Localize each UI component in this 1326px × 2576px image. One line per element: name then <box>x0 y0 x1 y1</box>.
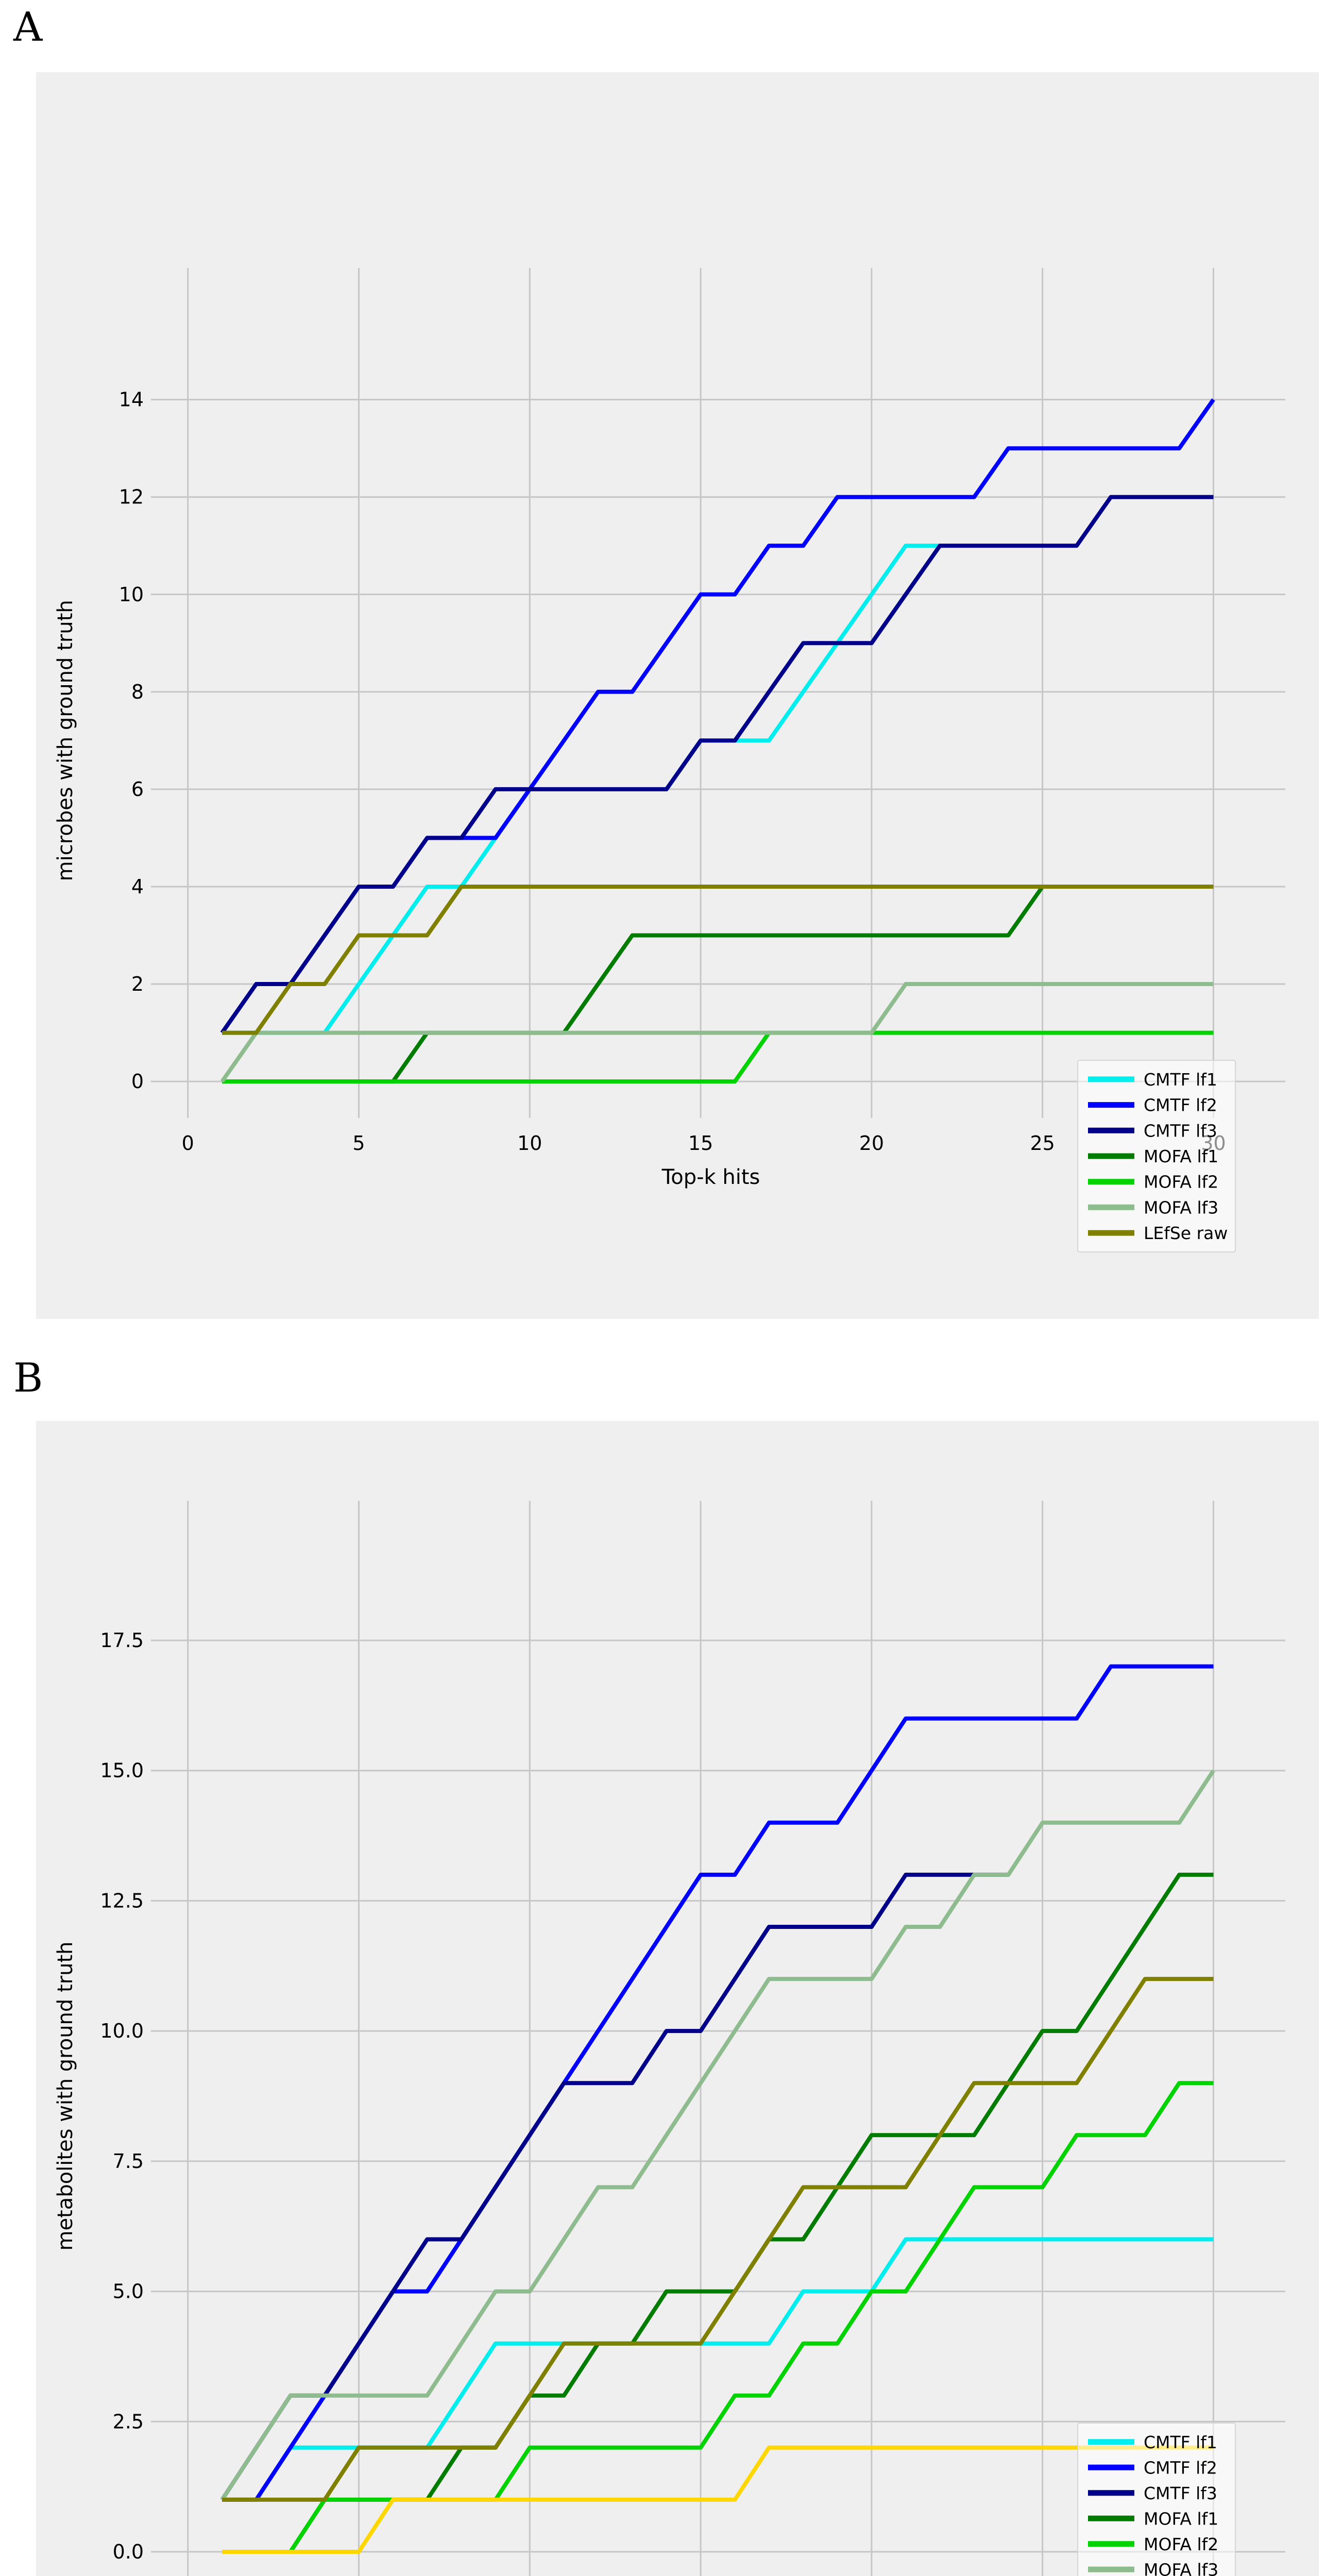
legend-item: MOFA lf3 <box>1088 2560 1218 2576</box>
legend-item: LEfSe raw <box>1088 1223 1228 1243</box>
y-tick-label: 15.0 <box>100 1759 144 1782</box>
series-line-cmtf-lf3 <box>220 1872 1009 2501</box>
legend-item: CMTF lf3 <box>1088 2483 1217 2503</box>
legend-box <box>1077 2422 1236 2576</box>
x-tick-label: 25 <box>1030 1132 1055 1155</box>
y-tick-label: 14 <box>119 388 144 411</box>
y-tick-label: 17.5 <box>100 1629 144 1652</box>
legend-item: MOFA lf2 <box>1088 1172 1218 1192</box>
series-line-mofa-lf3 <box>220 982 1214 1083</box>
y-tick-label: 2 <box>131 973 144 995</box>
series-line-lefse-clr <box>222 2445 1214 2554</box>
x-tick-label: 10 <box>517 1132 542 1155</box>
legend-item: CMTF lf3 <box>1088 1121 1217 1141</box>
y-tick-label: 8 <box>131 681 144 703</box>
legend: CMTF lf1 CMTF lf2 CMTF lf3 MOFA lf1 MOFA lf2… <box>1077 1060 1236 1252</box>
y-axis-label: microbes with ground truth <box>54 600 77 881</box>
series-line-cmtf-lf3 <box>220 495 1214 1034</box>
series-line-mofa-lf3 <box>220 1769 1215 2501</box>
series-line-cmtf-lf2 <box>220 398 1215 1034</box>
legend-label: LEfSe raw <box>1144 1223 1228 1243</box>
series-lines <box>220 398 1215 1084</box>
legend-label: CMTF lf3 <box>1144 2483 1217 2503</box>
x-tick-label: 15 <box>688 1132 713 1155</box>
series-line-lefse-raw <box>222 885 1214 1035</box>
legend-label: MOFA lf1 <box>1144 2509 1218 2529</box>
y-tick-label: 5.0 <box>113 2280 144 2303</box>
legend-item: MOFA lf1 <box>1088 1146 1218 1166</box>
y-tick-label: 6 <box>131 778 144 801</box>
y-axis-label: metabolites with ground truth <box>54 1941 77 2250</box>
legend-item: CMTF lf1 <box>1088 1070 1217 1090</box>
y-tick-label: 2.5 <box>113 2410 144 2433</box>
gridlines <box>151 1501 1285 2576</box>
gridlines <box>151 268 1285 1118</box>
y-tick-label: 12.5 <box>100 1889 144 1912</box>
legend-label: CMTF lf1 <box>1144 2432 1217 2452</box>
legend-label: CMTF lf3 <box>1144 1121 1217 1141</box>
tick-labels: 05101520253002468101214 <box>119 388 1226 1155</box>
series-line-cmtf-lf1 <box>222 2237 1214 2502</box>
x-axis-label: Top-k hits <box>661 1165 760 1189</box>
y-tick-label: 0.0 <box>113 2540 144 2563</box>
y-tick-label: 7.5 <box>113 2150 144 2173</box>
legend-item: MOFA lf1 <box>1088 2509 1218 2529</box>
y-tick-label: 10 <box>119 583 144 606</box>
x-tick-label: 0 <box>182 1132 194 1155</box>
series-line-mofa-lf2 <box>222 1030 1214 1084</box>
legend-item: CMTF lf2 <box>1088 1095 1217 1115</box>
tick-labels: 0510152025300.02.55.07.510.012.515.017.5 <box>100 1629 144 2563</box>
legend-label: MOFA lf2 <box>1144 2534 1218 2554</box>
legend-label: MOFA lf3 <box>1144 1197 1218 1217</box>
legend-item: CMTF lf2 <box>1088 2458 1217 2478</box>
panel-b-letter: B <box>13 1355 43 1401</box>
panel-b-chart: 0510152025300.02.55.07.510.012.515.017.5… <box>36 1421 1319 2576</box>
chart-b-svg: 0510152025300.02.55.07.510.012.515.017.5… <box>54 1501 1285 2576</box>
y-tick-label: 10.0 <box>100 2020 144 2042</box>
series-line-lefse-raw <box>222 1977 1214 2502</box>
series-line-mofa-lf2 <box>222 2081 1214 2554</box>
panel-a-chart: 05101520253002468101214Top-k hitsmicrobe… <box>36 72 1319 1319</box>
chart-a-svg: 05101520253002468101214Top-k hitsmicrobe… <box>54 268 1285 1252</box>
x-tick-label: 5 <box>352 1132 365 1155</box>
legend-label: MOFA lf1 <box>1144 1146 1218 1166</box>
x-tick-label: 20 <box>859 1132 884 1155</box>
y-tick-label: 4 <box>131 875 144 898</box>
legend-box <box>1077 1060 1236 1252</box>
legend-label: MOFA lf3 <box>1144 2560 1218 2576</box>
legend-item: CMTF lf1 <box>1088 2432 1217 2452</box>
legend-label: CMTF lf2 <box>1144 2458 1217 2478</box>
legend-label: CMTF lf1 <box>1144 1070 1217 1090</box>
series-line-mofa-lf1 <box>222 1872 1214 2554</box>
panel-a-letter: A <box>13 4 43 50</box>
legend-item: MOFA lf3 <box>1088 1197 1218 1217</box>
legend-label: MOFA lf2 <box>1144 1172 1218 1192</box>
y-tick-label: 12 <box>119 486 144 509</box>
y-tick-label: 0 <box>131 1070 144 1093</box>
legend-item: MOFA lf2 <box>1088 2534 1218 2554</box>
legend: CMTF lf1 CMTF lf2 CMTF lf3 MOFA lf1 MOFA lf2… <box>1077 2422 1236 2576</box>
series-lines <box>220 1664 1215 2554</box>
legend-label: CMTF lf2 <box>1144 1095 1217 1115</box>
